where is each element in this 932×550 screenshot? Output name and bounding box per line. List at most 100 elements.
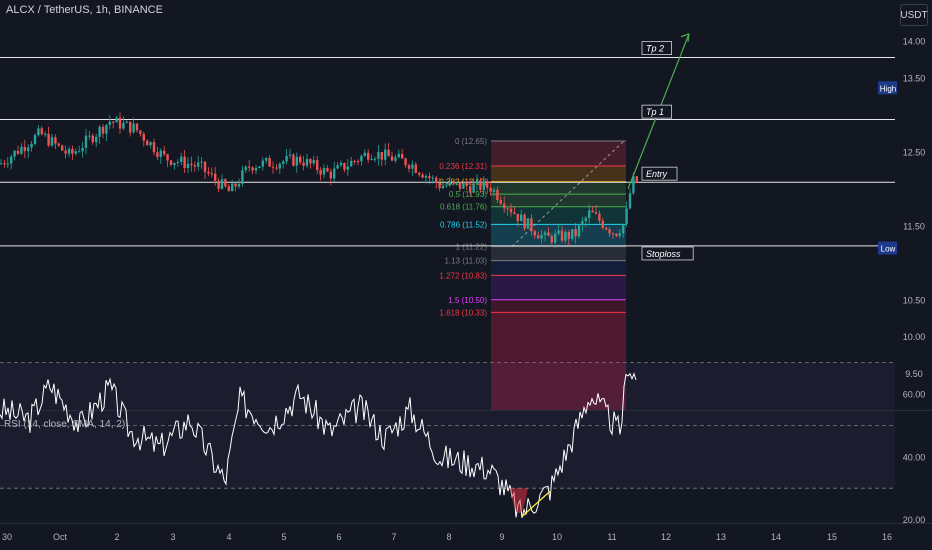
time-tick-label: 6	[336, 532, 341, 542]
time-tick-label: 4	[226, 532, 231, 542]
candle-body	[458, 182, 462, 189]
candle-body	[149, 142, 152, 146]
candle-body	[414, 164, 417, 173]
candle-body	[248, 166, 251, 168]
candle-body	[10, 156, 13, 164]
rsi-line	[0, 372, 637, 519]
candle-body	[27, 147, 30, 152]
fib-level-label: 1.13 (11.03)	[444, 257, 487, 266]
candle-body	[435, 177, 438, 183]
price-tick-label: 12.50	[903, 148, 926, 158]
time-tick-label: 11	[607, 532, 616, 542]
candle-body	[479, 180, 482, 191]
candle-body	[387, 149, 390, 157]
candle-body	[628, 193, 632, 209]
candle-body	[622, 224, 625, 234]
annotation-label: Tp 1	[646, 107, 664, 117]
price-badge-label: High	[880, 84, 896, 93]
candle-body	[591, 210, 594, 213]
candle-body	[367, 152, 370, 160]
candle-body	[316, 160, 319, 171]
candle-body	[486, 181, 489, 188]
candle-body	[6, 163, 9, 165]
rsi-levels	[0, 362, 932, 489]
price-pane[interactable]: 0 (12.65)0.236 (12.31)0.382 (12.10)0.5 (…	[0, 0, 932, 410]
candle-body	[64, 150, 67, 154]
candle-body	[173, 162, 176, 166]
candle-body	[557, 230, 560, 234]
candle-body	[282, 161, 285, 164]
time-tick-label: 2	[114, 532, 119, 542]
candle-body	[482, 181, 485, 191]
time-tick-label: 5	[281, 532, 286, 542]
rsi-oversold-fill	[510, 488, 528, 514]
candle-body	[418, 172, 421, 175]
time-tick-label: Oct	[53, 532, 68, 542]
candle-body	[305, 159, 309, 166]
candle-body	[611, 233, 615, 235]
annotation-label: Tp 2	[646, 44, 664, 54]
fib-level-label: 0.786 (11.52)	[440, 220, 487, 229]
candle-body	[319, 170, 322, 175]
fib-zone	[491, 166, 626, 182]
candle-body	[13, 150, 16, 157]
candle-body	[363, 152, 366, 156]
candle-body	[295, 156, 298, 166]
candle-body	[251, 167, 254, 171]
candle-body	[428, 176, 431, 178]
candle-body	[472, 183, 475, 193]
candle-body	[520, 214, 523, 222]
annotations[interactable]: Tp 2 Tp 1 Entry Stoploss	[627, 33, 694, 261]
candle-body	[496, 189, 499, 201]
price-badge-label-bg	[878, 241, 898, 255]
projection-arrow-head	[680, 33, 690, 42]
candle-body	[288, 154, 292, 156]
time-axis[interactable]: 30 Oct 2 3 4 5 6 7 8 9 10 11 12 13 14 15 16	[0, 523, 932, 543]
candle-body	[33, 135, 37, 145]
time-tick-label: 30	[2, 532, 12, 542]
time-tick-label: 10	[552, 532, 562, 542]
candle-body	[506, 208, 509, 210]
candle-body	[118, 117, 122, 129]
currency-button[interactable]: USDT	[900, 4, 928, 26]
price-tick-label: 10.00	[903, 332, 926, 342]
candle-body	[237, 183, 241, 187]
candle-body	[169, 160, 173, 166]
candle-body	[448, 181, 451, 186]
candle-body	[98, 126, 101, 137]
price-axis-bg	[897, 0, 932, 410]
candle-body	[258, 166, 261, 168]
candle-body	[441, 185, 445, 189]
candle-body	[601, 220, 604, 228]
rsi-pane[interactable]: 60.00 40.00 20.00	[0, 362, 932, 526]
candle-body	[346, 166, 349, 170]
candle-body	[84, 135, 88, 148]
fib-level-label: 1 (11.22)	[456, 243, 488, 252]
candle-body	[57, 143, 60, 146]
candle-body	[122, 122, 125, 129]
rsi-axis: 60.00 40.00 20.00	[903, 390, 926, 526]
candle-body	[380, 152, 383, 160]
candle-body	[533, 231, 536, 236]
time-tick-label: 8	[446, 532, 451, 542]
candle-body	[350, 160, 353, 167]
candle-body	[588, 210, 591, 218]
candle-body	[594, 212, 598, 214]
candle-body	[462, 182, 465, 189]
time-tick-label: 16	[882, 532, 892, 542]
candle-body	[526, 218, 530, 229]
price-axis[interactable]: 14.00 13.50 12.50 11.50 10.50 10.00 9.50	[897, 0, 932, 410]
candle-body	[231, 183, 234, 192]
candle-body	[61, 145, 64, 151]
candle-body	[183, 156, 186, 168]
candle-body	[550, 235, 553, 243]
candle-body	[390, 156, 394, 161]
time-tick-label: 7	[391, 532, 396, 542]
candle-body	[503, 203, 506, 209]
candle-body	[554, 233, 557, 243]
candle-body	[40, 128, 43, 135]
price-tick-label: 11.50	[903, 221, 925, 231]
candle-body	[234, 183, 237, 187]
candle-body	[329, 171, 332, 179]
